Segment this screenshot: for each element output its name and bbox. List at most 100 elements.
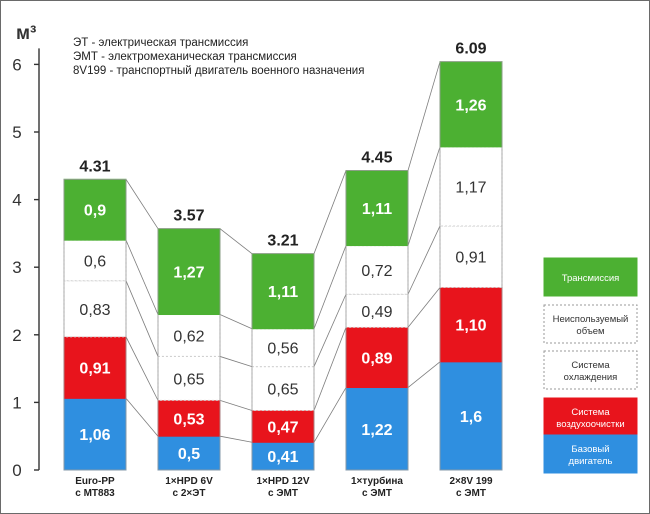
bars: 1,06 0,91 0,83 0,6 0,9 4.31 0,5 0,53 0,65 0,62 1,2… — [63, 41, 503, 471]
connector-line — [125, 398, 159, 437]
segment-value-label: 1,22 — [361, 422, 392, 439]
segment-value-label: 0,56 — [267, 341, 298, 358]
connector-line — [313, 387, 347, 443]
y-tick-label: 0 — [12, 461, 21, 480]
y-axis-unit: м³ — [16, 23, 36, 44]
legend-swatch — [543, 257, 638, 297]
bar-outline — [63, 178, 127, 471]
bar-segment — [251, 328, 315, 368]
connector-line — [407, 287, 441, 328]
bar-outline — [157, 228, 221, 471]
legend-label: Система — [571, 360, 610, 371]
segment-value-label: 0,65 — [173, 371, 204, 388]
bar-segment — [251, 410, 315, 443]
bar-segment — [439, 61, 503, 148]
bar-segment — [439, 225, 503, 288]
bar-total-label: 4.45 — [361, 150, 392, 167]
category-label: с 2×ЭТ — [173, 488, 206, 499]
y-tick-label: 3 — [12, 258, 21, 277]
bar-segment — [345, 170, 409, 247]
segment-value-label: 0,89 — [361, 350, 392, 367]
segment-value-label: 0,91 — [455, 250, 486, 267]
bar-total-label: 3.21 — [267, 233, 298, 250]
bar-segment — [63, 397, 127, 471]
connector-line — [407, 146, 441, 246]
bar-segment — [157, 355, 221, 401]
segment-value-label: 0,6 — [84, 253, 106, 270]
segment-value-label: 1,17 — [455, 179, 486, 196]
connector-line — [407, 225, 441, 295]
bar-segment — [345, 326, 409, 389]
segment-value-label: 0,5 — [178, 446, 200, 463]
y-tick-label: 5 — [12, 123, 21, 142]
bar-segment — [157, 314, 221, 357]
legend-swatch — [543, 397, 638, 437]
category-label: с ЭМТ — [268, 488, 298, 499]
bar-outline — [251, 253, 315, 471]
category-label: 1×HPD 12V — [256, 476, 309, 487]
note-line: 8V199 - транспортный двигатель военного … — [73, 65, 364, 77]
legend-label: охлаждения — [564, 372, 618, 383]
connector-line — [219, 314, 253, 330]
legend-swatch — [543, 350, 638, 390]
connector-line — [219, 399, 253, 411]
category-label: с ЭМТ — [456, 488, 486, 499]
segment-value-label: 0,49 — [361, 304, 392, 321]
bar-total-label: 6.09 — [455, 41, 486, 58]
connector-line — [407, 61, 441, 171]
bar-segment — [345, 245, 409, 295]
connector-line — [313, 327, 347, 411]
legend-label: Система — [571, 407, 610, 418]
segment-value-label: 0,9 — [84, 203, 106, 220]
legend-label: воздухоочистки — [556, 419, 624, 430]
bar-outline — [345, 170, 409, 471]
segment-value-label: 0,47 — [267, 419, 298, 436]
abbreviation-notes: ЭТ - электрическая трансмиссия ЭМТ - элек… — [73, 37, 364, 77]
segment-value-label: 0,65 — [267, 382, 298, 399]
bar-outline — [439, 61, 503, 471]
bar-total-label: 4.31 — [79, 158, 110, 175]
connector-line — [407, 361, 441, 388]
segment-value-label: 1,06 — [79, 427, 110, 444]
y-tick-label: 2 — [12, 326, 21, 345]
legend-label: Базовый — [571, 444, 609, 455]
connector-line — [219, 228, 253, 254]
legend-label: Трансмиссия — [562, 273, 620, 284]
note-line: ЭТ - электрическая трансмиссия — [73, 37, 248, 49]
connector-line — [125, 336, 159, 401]
connector-line — [313, 294, 347, 367]
segment-value-label: 0,72 — [361, 263, 392, 280]
segment-value-label: 0,62 — [173, 328, 204, 345]
segment-value-label: 1,6 — [460, 409, 482, 426]
connector-line — [313, 245, 347, 329]
category-label: 1×турбина — [351, 475, 403, 487]
category-label: с МТ883 — [75, 488, 115, 499]
category-label: 1×HPD 6V — [165, 476, 213, 487]
bar-segment — [63, 280, 127, 338]
connector-line — [219, 356, 253, 367]
segment-value-label: 1,10 — [455, 318, 486, 335]
bar-segment — [251, 366, 315, 412]
category-label: с ЭМТ — [362, 488, 392, 499]
connector-line — [313, 170, 347, 254]
bar-total-label: 3.57 — [173, 208, 204, 225]
legend: ТрансмиссияНеиспользуемыйобъемСистемаохл… — [543, 257, 638, 474]
bar-segment — [251, 253, 315, 330]
segment-value-label: 0,41 — [267, 449, 298, 466]
segment-value-label: 0,53 — [173, 411, 204, 428]
legend-label: объем — [576, 326, 604, 337]
bar-segment — [439, 361, 503, 471]
bar-segment — [439, 286, 503, 363]
y-tick-label: 1 — [12, 393, 21, 412]
segment-value-label: 1,11 — [362, 201, 392, 218]
legend-label: Неиспользуемый — [553, 314, 629, 325]
category-label: Euro-PP — [75, 476, 115, 487]
connector-lines — [125, 61, 441, 443]
note-line: ЭМТ - электромеханическая трансмиссия — [73, 51, 297, 63]
y-axis: м³ 0 1 2 3 4 5 6 — [12, 23, 40, 480]
bar-segment — [63, 336, 127, 399]
legend-swatch — [543, 434, 638, 474]
y-tick-label: 6 — [12, 55, 21, 74]
